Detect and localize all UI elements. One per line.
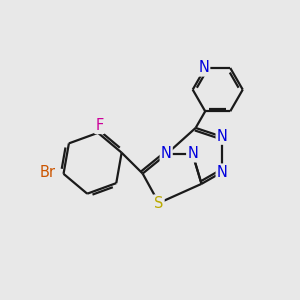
Text: N: N	[198, 61, 209, 76]
Text: N: N	[187, 146, 198, 161]
Text: N: N	[161, 146, 172, 161]
Text: N: N	[217, 129, 228, 144]
Text: Br: Br	[39, 165, 55, 180]
Text: N: N	[217, 165, 228, 180]
Text: F: F	[95, 118, 104, 133]
Text: S: S	[154, 196, 164, 211]
